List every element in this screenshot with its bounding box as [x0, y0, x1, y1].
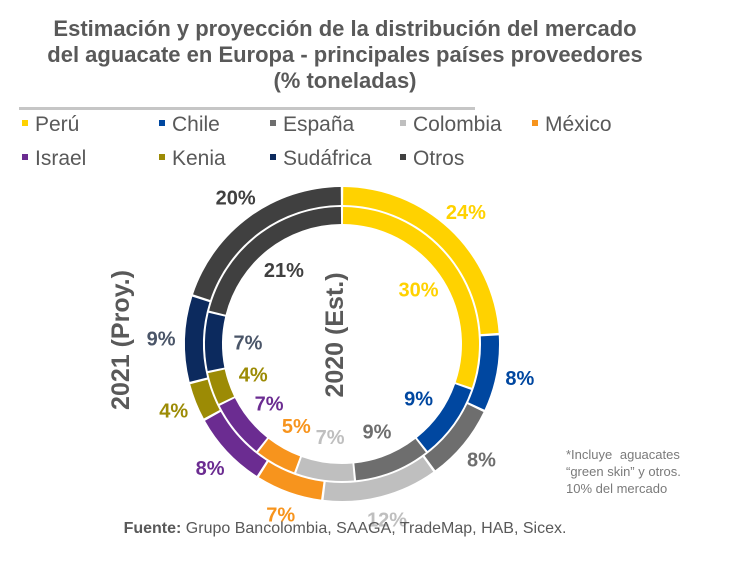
- legend-swatch: [270, 120, 276, 127]
- outer-ring-label-4: 7%: [266, 504, 295, 526]
- inner-ring-segment-1: [416, 384, 472, 452]
- legend-item-mexico: México: [532, 113, 612, 137]
- outer-ring-segment-5: [205, 411, 267, 476]
- legend-label: Israel: [35, 147, 87, 170]
- legend-swatch: [400, 154, 406, 161]
- legend-item-otros: Otros: [400, 147, 464, 171]
- legend-swatch: [159, 154, 165, 161]
- inner-ring-label-3: 7%: [316, 427, 345, 449]
- source-text: Grupo Bancolombia, SAAGA, TradeMap, HAB,…: [181, 520, 567, 537]
- outer-ring-segment-1: [468, 335, 499, 410]
- inner-ring-label-6: 4%: [239, 365, 268, 387]
- inner-ring-label-7: 7%: [234, 333, 263, 355]
- inner-ring-label-2: 9%: [362, 421, 391, 443]
- legend-label: Otros: [413, 147, 465, 170]
- outer-ring-label-5: 8%: [196, 458, 225, 480]
- outer-ring-segment-7: [185, 296, 210, 382]
- title-divider: [19, 107, 475, 110]
- footnote-line-3: 10% del mercado: [566, 481, 668, 496]
- legend-item-sudafrica: Sudáfrica: [270, 147, 372, 171]
- legend-label: Chile: [172, 113, 220, 136]
- source-label: Fuente:: [123, 520, 182, 537]
- legend-item-colombia: Colombia: [400, 113, 502, 137]
- outer-ring-segment-4: [258, 461, 324, 500]
- legend-swatch: [159, 120, 165, 127]
- inner-ring-segment-5: [219, 398, 268, 452]
- outer-ring-segment-0: [343, 187, 499, 335]
- legend-label: Sudáfrica: [283, 147, 372, 170]
- outer-ring-segment-6: [190, 379, 220, 419]
- inner-ring-segment-4: [258, 438, 301, 473]
- outer-ring-title: 2021 (Proy.): [107, 270, 135, 410]
- inner-ring-segment-7: [204, 312, 226, 372]
- legend-swatch: [22, 154, 28, 161]
- inner-ring-segment-2: [354, 438, 426, 481]
- inner-ring-label-1: 9%: [404, 389, 433, 411]
- outer-ring-label-0: 24%: [446, 202, 486, 224]
- legend-label: México: [545, 113, 612, 136]
- legend-label: España: [283, 113, 355, 136]
- outer-ring-label-1: 8%: [505, 368, 534, 390]
- legend-item-chile: Chile: [159, 113, 220, 137]
- chart-title: Estimación y proyección de la distribuci…: [0, 16, 690, 94]
- title-line-3: (% toneladas): [273, 68, 417, 93]
- legend-item-kenia: Kenia: [159, 147, 226, 171]
- legend-label: Colombia: [413, 113, 502, 136]
- outer-ring-label-6: 4%: [159, 401, 188, 423]
- legend-item-israel: Israel: [22, 147, 86, 171]
- inner-ring-label-4: 5%: [282, 416, 311, 438]
- inner-ring-title: 2020 (Est.): [321, 272, 349, 397]
- inner-ring-segment-8: [209, 207, 342, 315]
- inner-ring-segment-3: [296, 457, 354, 481]
- footnote-line-1: *Incluye aguacates: [566, 447, 680, 462]
- footnote-line-2: “green skin” y otros.: [566, 464, 681, 479]
- outer-ring-segment-3: [323, 457, 434, 502]
- legend-item-peru: Perú: [22, 113, 79, 137]
- source-note: Fuente: Grupo Bancolombia, SAAGA, TradeM…: [0, 520, 690, 538]
- outer-ring-segment-2: [424, 404, 484, 471]
- legend-swatch: [532, 120, 538, 127]
- outer-ring-label-7: 9%: [147, 328, 176, 350]
- outer-ring-label-8: 20%: [216, 188, 256, 210]
- inner-ring-label-8: 21%: [264, 260, 304, 282]
- outer-ring-segment-8: [193, 187, 341, 301]
- legend-swatch: [400, 120, 406, 127]
- title-line-2: del aguacate en Europa - principales paí…: [47, 42, 643, 67]
- footnote: *Incluye aguacates “green skin” y otros.…: [566, 446, 726, 497]
- title-line-1: Estimación y proyección de la distribuci…: [53, 16, 637, 41]
- legend-item-espana: España: [270, 113, 354, 137]
- inner-ring-label-5: 7%: [255, 393, 284, 415]
- inner-ring-label-0: 30%: [399, 279, 439, 301]
- legend-swatch: [22, 120, 28, 127]
- legend-swatch: [270, 154, 276, 161]
- legend-label: Perú: [35, 113, 80, 136]
- outer-ring-label-3: 12%: [367, 509, 407, 531]
- outer-ring-label-2: 8%: [467, 449, 496, 471]
- inner-ring-segment-0: [342, 207, 479, 388]
- inner-ring-segment-6: [208, 369, 235, 404]
- legend-label: Kenia: [172, 147, 226, 170]
